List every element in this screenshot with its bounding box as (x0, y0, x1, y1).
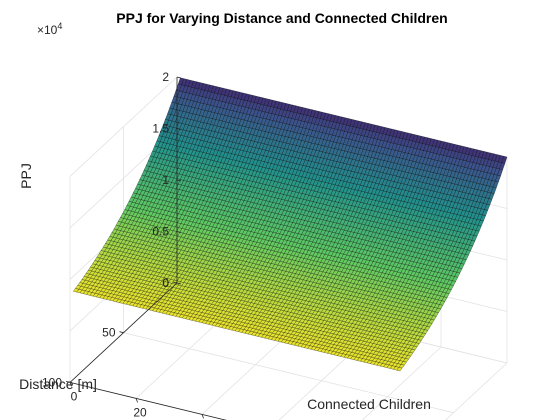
x-tick-label: 20 (133, 405, 147, 419)
floor-gridline (123, 332, 454, 414)
side-wall-gridline (69, 76, 178, 177)
surface-layer (73, 77, 508, 372)
